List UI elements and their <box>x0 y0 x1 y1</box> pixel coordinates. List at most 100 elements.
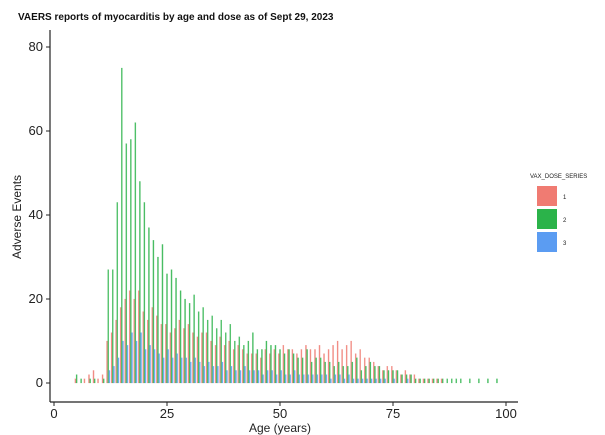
bar-dose-2 <box>360 370 363 384</box>
bar-dose-1 <box>97 378 99 384</box>
bar-dose-3 <box>194 357 197 384</box>
bar-dose-3 <box>171 357 174 384</box>
bar-dose-2 <box>292 353 295 384</box>
x-tick-label: 75 <box>386 406 400 421</box>
bar-dose-2 <box>184 298 186 384</box>
bar-dose-1 <box>327 349 330 384</box>
x-tick-label: 100 <box>495 406 517 421</box>
bar-dose-3 <box>122 340 124 384</box>
bar-dose-1 <box>88 374 90 384</box>
bar-dose-3 <box>339 374 341 384</box>
bar-dose-3 <box>361 378 364 384</box>
legend-key-3 <box>537 232 557 252</box>
bar-dose-3 <box>235 370 237 384</box>
legend-label: 1 <box>563 195 567 201</box>
legend-title: VAX_DOSE_SERIES <box>530 174 587 180</box>
bar-dose-1 <box>237 345 239 384</box>
bar-dose-2 <box>279 349 281 384</box>
bar-dose-1 <box>314 349 316 384</box>
bar-dose-2 <box>383 370 385 384</box>
bar-dose-3 <box>370 378 373 384</box>
bar-dose-3 <box>379 378 382 384</box>
bar-dose-2 <box>405 374 408 384</box>
bar-dose-1 <box>106 340 108 384</box>
bar-dose-1 <box>246 353 248 384</box>
bar-dose-3 <box>334 374 337 384</box>
legend: VAX_DOSE_SERIES 1 2 3 <box>530 174 587 252</box>
bar-dose-2 <box>414 378 417 384</box>
x-tick-label: 0 <box>50 406 57 421</box>
bar-dose-1 <box>219 336 221 384</box>
bar-dose-2 <box>306 349 308 384</box>
bar-dose-1 <box>440 378 443 384</box>
bar-dose-2 <box>134 122 137 384</box>
bar-dose-3 <box>239 370 242 384</box>
bar-dose-1 <box>409 374 411 384</box>
bar-dose-1 <box>137 290 140 384</box>
bar-dose-2 <box>455 378 458 384</box>
bar-dose-2 <box>392 370 394 384</box>
bar-dose-2 <box>283 353 286 384</box>
bar-dose-1 <box>323 353 325 384</box>
bar-dose-2 <box>179 290 182 384</box>
bar-dose-1 <box>264 349 267 384</box>
bar-dose-3 <box>230 366 233 384</box>
bar-dose-3 <box>343 378 346 384</box>
bar-dose-1 <box>386 366 389 384</box>
bar-dose-1 <box>427 378 429 384</box>
bar-dose-3 <box>307 374 310 384</box>
bar-dose-1 <box>128 290 131 384</box>
bar-dose-1 <box>282 345 285 384</box>
bar-dose-2 <box>152 240 155 384</box>
bar-dose-3 <box>384 378 386 384</box>
bar-dose-1 <box>74 378 77 384</box>
bar-dose-1 <box>363 357 366 384</box>
bar-dose-1 <box>214 345 217 384</box>
bar-dose-2 <box>139 181 141 384</box>
bar-dose-3 <box>266 370 269 384</box>
bar-dose-1 <box>187 324 190 384</box>
bar-dose-2 <box>310 361 313 384</box>
bar-dose-3 <box>212 366 215 384</box>
bar-dose-1 <box>156 315 158 384</box>
bar-dose-2 <box>423 378 426 384</box>
bar-dose-1 <box>210 340 212 384</box>
bar-dose-2 <box>410 374 412 384</box>
bar-dose-1 <box>422 378 425 384</box>
bar-dose-3 <box>316 374 319 384</box>
bar-dose-1 <box>332 345 334 384</box>
bar-dose-1 <box>431 378 434 384</box>
bar-dose-2 <box>301 357 304 384</box>
bar-dose-3 <box>144 349 147 384</box>
y-tick-label: 0 <box>36 375 43 390</box>
bar-dose-3 <box>366 378 368 384</box>
y-tick-label: 80 <box>29 39 43 54</box>
bar-dose-1 <box>395 370 398 384</box>
bar-dose-2 <box>261 349 263 384</box>
bar-dose-1 <box>101 374 104 384</box>
bar-dose-2 <box>297 357 299 384</box>
bar-dose-1 <box>382 370 384 384</box>
bar-dose-1 <box>110 332 113 384</box>
bar-dose-3 <box>393 378 395 384</box>
bar-dose-3 <box>221 361 224 384</box>
bar-dose-3 <box>131 332 133 384</box>
bar-dose-2 <box>125 143 128 384</box>
bar-dose-2 <box>89 378 91 384</box>
bar-dose-1 <box>183 328 185 384</box>
bar-dose-2 <box>238 336 241 384</box>
bar-dose-2 <box>225 332 227 384</box>
bar-dose-3 <box>298 374 301 384</box>
bar-dose-1 <box>309 349 312 384</box>
bar-dose-2 <box>270 345 272 384</box>
bar-dose-1 <box>273 349 276 384</box>
legend-key-1 <box>537 186 557 206</box>
bar-dose-2 <box>374 366 376 384</box>
bar-dose-2 <box>428 378 430 384</box>
bar-dose-2 <box>478 378 480 384</box>
bar-dose-1 <box>404 370 407 384</box>
y-tick-label: 60 <box>29 123 43 138</box>
bar-dose-3 <box>280 370 282 384</box>
bar-dose-2 <box>441 378 444 384</box>
bar-dose-1 <box>142 311 144 384</box>
